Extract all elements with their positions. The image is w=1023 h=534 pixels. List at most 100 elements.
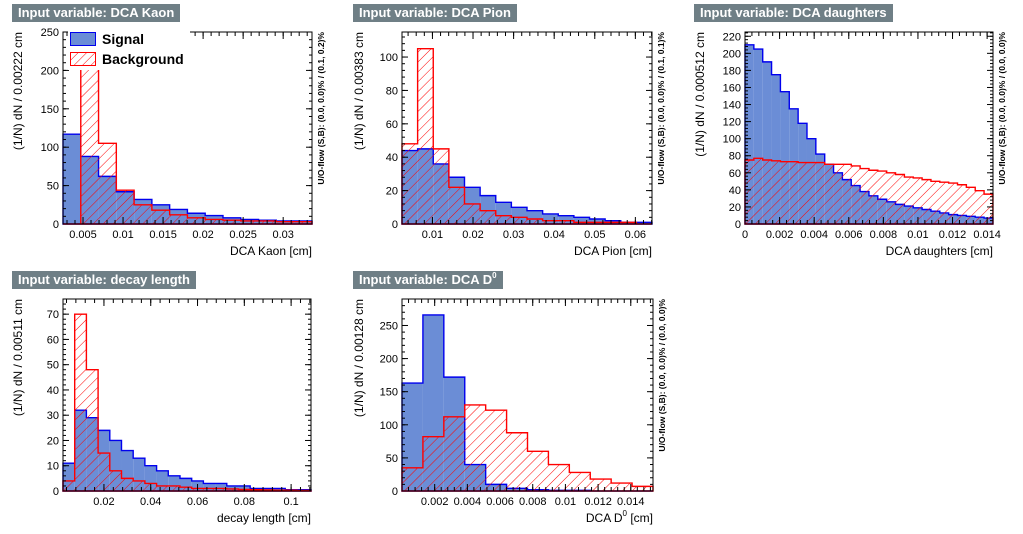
background-bar	[966, 187, 976, 224]
x-tick-label: 0.014	[973, 229, 1001, 241]
background-bar	[860, 168, 869, 224]
plot-title: Input variable: decay length	[12, 271, 196, 289]
background-bar	[632, 486, 653, 491]
background-bar	[98, 143, 117, 224]
signal-bar	[144, 465, 157, 491]
background-series	[63, 58, 313, 225]
x-tick-label: 0.004	[454, 496, 482, 508]
y-tick-label: 50	[47, 181, 59, 193]
signal-bar	[542, 213, 559, 224]
background-bar	[133, 480, 145, 491]
y-tick-label: 70	[47, 309, 59, 321]
background-bar	[98, 453, 110, 491]
background-bar	[74, 314, 87, 491]
background-bar	[480, 210, 496, 224]
background-bar	[957, 184, 967, 224]
background-bar	[780, 161, 790, 224]
x-tick-label: 0.03	[503, 229, 524, 241]
background-outline	[401, 404, 654, 492]
y-tick-label: 140	[723, 100, 741, 112]
background-bar	[109, 470, 122, 491]
background-bar	[527, 218, 543, 224]
x-tick-label: 0.006	[486, 496, 514, 508]
y-tick-label: 40	[386, 152, 398, 164]
background-bar	[815, 162, 825, 224]
background-bar	[620, 222, 637, 224]
panel-decay-length: Input variable: decay length 0 10 20 30 40 50…	[0, 267, 341, 534]
background-bar	[205, 219, 223, 224]
x-tick-label: 0.1	[283, 496, 298, 508]
background-bar	[402, 143, 418, 224]
y-tick-label: 250	[41, 27, 59, 39]
histogram-dca-daughters: 0 20 40 60 80 100 120 140 160 180 200 220 0 0.002 0.00…	[693, 31, 1007, 258]
background-bar	[402, 467, 423, 491]
background-bar	[448, 187, 465, 224]
signal-bar	[771, 74, 781, 225]
background-bar	[86, 369, 99, 491]
background-bar	[886, 172, 896, 224]
background-bar	[485, 410, 507, 491]
background-bar	[464, 404, 486, 491]
y-tick-label: 80	[386, 85, 398, 97]
background-bar	[63, 480, 75, 491]
signal-bar	[215, 483, 227, 491]
signal-bar	[402, 383, 423, 491]
x-tick-label: 0.004	[800, 229, 828, 241]
y-tick-label: 0	[392, 219, 398, 231]
background-bar	[789, 161, 799, 224]
signal-bar	[636, 222, 652, 224]
background-bar	[771, 160, 781, 224]
x-tick-label: 0.014	[617, 496, 645, 508]
x-axis-label: DCA D0 [cm]	[586, 509, 653, 525]
background-bar	[605, 222, 621, 224]
signal-bar	[762, 61, 772, 224]
background-bar	[573, 222, 590, 224]
x-tick-label: 0.01	[907, 229, 928, 241]
background-bar	[939, 182, 949, 224]
x-tick-label: 0.01	[555, 496, 576, 508]
y-tick-label: 20	[47, 435, 59, 447]
background-bar	[824, 164, 834, 224]
y-tick-label: 20	[386, 186, 398, 198]
background-bar	[948, 183, 958, 224]
background-bar	[806, 162, 816, 224]
histogram-decay-length: 0 10 20 30 40 50 60 70 0.02 0.04 0.06 0.08 0.1 decay …	[11, 298, 312, 525]
panel-dca-daughters: Input variable: DCA daughters 0 20 40 60 80 1…	[682, 0, 1023, 267]
x-tick-label: 0.04	[543, 229, 564, 241]
background-bar	[187, 217, 206, 224]
background-bar	[294, 221, 312, 224]
background-bar	[548, 464, 570, 491]
background-bar	[930, 181, 940, 224]
signal-bar	[179, 478, 192, 491]
background-series	[401, 404, 654, 492]
x-tick-label: 0.02	[462, 229, 483, 241]
background-bar	[842, 164, 852, 224]
signal-bar	[156, 470, 169, 491]
background-bar	[121, 478, 134, 491]
background-bar	[506, 432, 528, 491]
y-tick-label: 200	[723, 48, 741, 60]
background-bar	[868, 170, 878, 224]
plot-frame	[401, 31, 653, 225]
background-bar	[833, 164, 843, 224]
background-bar	[511, 217, 527, 224]
background-bar	[904, 177, 914, 224]
x-tick-label: 0.012	[584, 496, 612, 508]
signal-bar	[63, 463, 75, 491]
background-bar	[222, 220, 241, 224]
overflow-label: U/O-flow (S,B): (0.0, 0.0)% / (0.0, 0.0)…	[657, 299, 667, 452]
background-bar	[240, 220, 259, 224]
x-axis-label: DCA daughters [cm]	[886, 244, 993, 258]
y-tick-label: 100	[723, 134, 741, 146]
x-tick-label: 0.05	[584, 229, 605, 241]
y-tick-label: 250	[380, 320, 398, 332]
y-axis-label: (1/N) dN / 0.000512 cm	[693, 32, 707, 157]
y-tick-label: 200	[41, 65, 59, 77]
x-axis-label: DCA Kaon [cm]	[230, 244, 312, 258]
x-tick-label: 0.025	[229, 229, 257, 241]
background-outline	[401, 47, 652, 225]
y-tick-label: 60	[729, 168, 741, 180]
background-bar	[569, 472, 591, 491]
background-bar	[116, 190, 135, 224]
background-series	[744, 157, 994, 225]
